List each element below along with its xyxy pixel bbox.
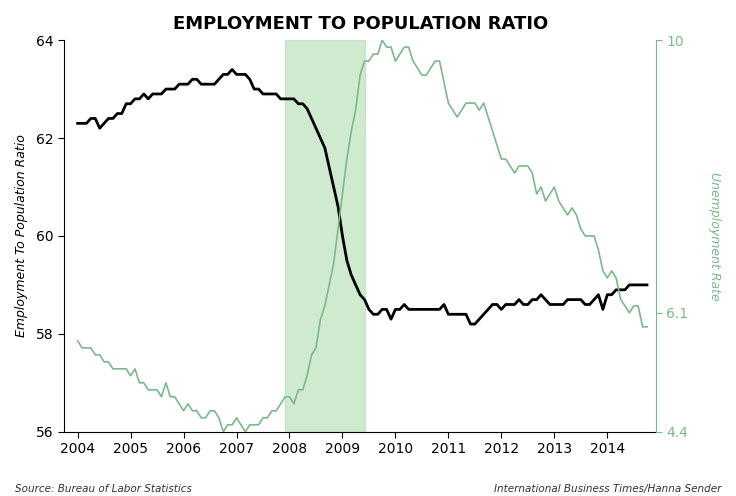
Title: EMPLOYMENT TO POPULATION RATIO: EMPLOYMENT TO POPULATION RATIO: [172, 15, 548, 33]
Y-axis label: Employment To Population Ratio: Employment To Population Ratio: [15, 134, 28, 337]
Y-axis label: Unemployment Rate: Unemployment Rate: [708, 172, 721, 300]
Bar: [285, 40, 364, 432]
Text: International Business Times/Hanna Sender: International Business Times/Hanna Sende…: [494, 484, 721, 494]
Text: Source: Bureau of Labor Statistics: Source: Bureau of Labor Statistics: [15, 484, 191, 494]
